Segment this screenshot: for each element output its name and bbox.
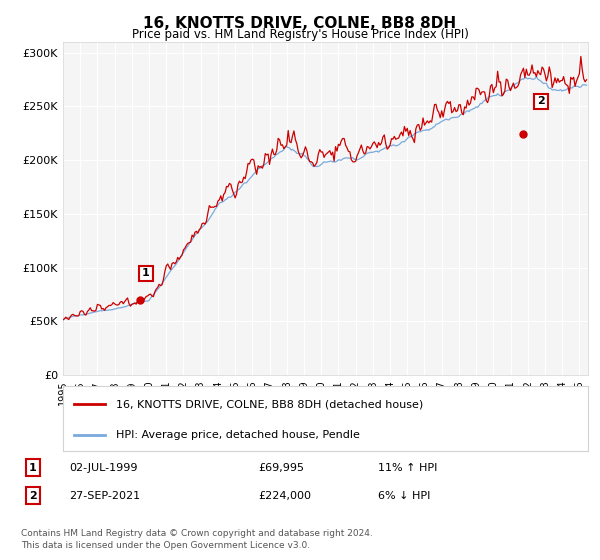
- Text: HPI: Average price, detached house, Pendle: HPI: Average price, detached house, Pend…: [115, 430, 359, 440]
- Text: 2: 2: [29, 491, 37, 501]
- Text: 27-SEP-2021: 27-SEP-2021: [69, 491, 140, 501]
- Text: £224,000: £224,000: [258, 491, 311, 501]
- Text: 11% ↑ HPI: 11% ↑ HPI: [378, 463, 437, 473]
- Text: Price paid vs. HM Land Registry's House Price Index (HPI): Price paid vs. HM Land Registry's House …: [131, 28, 469, 41]
- Text: £69,995: £69,995: [258, 463, 304, 473]
- Text: 16, KNOTTS DRIVE, COLNE, BB8 8DH (detached house): 16, KNOTTS DRIVE, COLNE, BB8 8DH (detach…: [115, 399, 423, 409]
- Text: 2: 2: [537, 96, 545, 106]
- Text: 6% ↓ HPI: 6% ↓ HPI: [378, 491, 430, 501]
- Text: 02-JUL-1999: 02-JUL-1999: [69, 463, 137, 473]
- Text: 16, KNOTTS DRIVE, COLNE, BB8 8DH: 16, KNOTTS DRIVE, COLNE, BB8 8DH: [143, 16, 457, 31]
- Text: 1: 1: [142, 268, 150, 278]
- Text: 1: 1: [29, 463, 37, 473]
- Text: Contains HM Land Registry data © Crown copyright and database right 2024.
This d: Contains HM Land Registry data © Crown c…: [21, 529, 373, 550]
